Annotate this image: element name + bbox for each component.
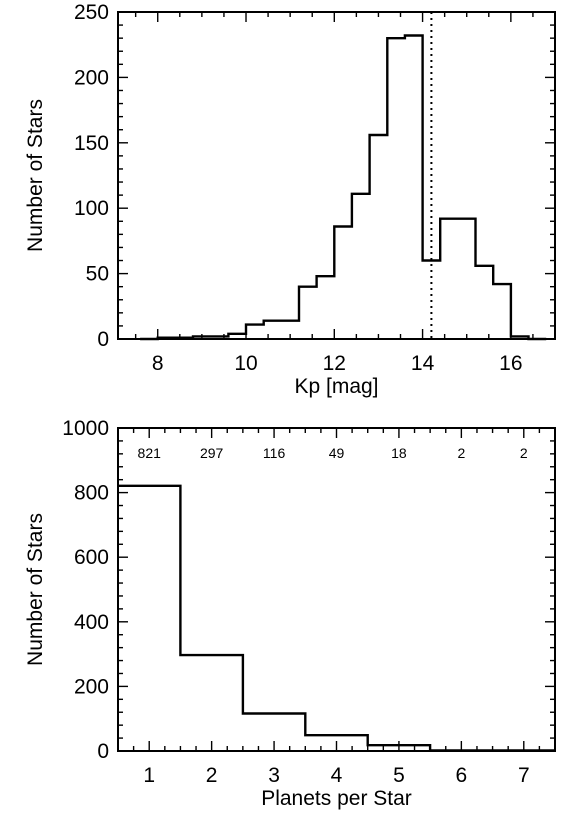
plot-frame <box>117 427 556 752</box>
y-tick-label: 1000 <box>62 417 109 440</box>
y-tick-label: 400 <box>74 611 109 634</box>
bin-count-label: 2 <box>457 445 465 461</box>
planets-per-star-histogram: 0 200 400 600 800 1000 1 2 3 4 5 6 7 Planets per Star… <box>24 417 556 810</box>
x-tick-label: 10 <box>234 352 257 375</box>
bin-count-label: 297 <box>200 445 224 461</box>
y-tick-label: 200 <box>74 675 109 698</box>
y-tick-label: 800 <box>74 482 109 505</box>
y-tick-label: 200 <box>74 66 109 89</box>
x-tick-label: 7 <box>518 764 530 787</box>
y-tick-label: 0 <box>97 328 109 351</box>
histogram-steps <box>140 34 547 341</box>
x-axis-label: Kp [mag] <box>294 375 378 398</box>
y-axis-label: Number of Stars <box>24 513 47 666</box>
x-tick-label: 12 <box>323 352 346 375</box>
kp-magnitude-histogram: 0 50 100 150 200 250 8 10 12 14 16 Kp [mag] Number o… <box>24 1 556 398</box>
bin-count-label: 49 <box>329 445 345 461</box>
plot-frame <box>117 11 556 340</box>
y-tick-label: 100 <box>74 197 109 220</box>
x-tick-label: 3 <box>268 764 280 787</box>
x-tick-label: 14 <box>411 352 435 375</box>
bin-count-label: 18 <box>391 445 407 461</box>
x-tick-label: 16 <box>499 352 522 375</box>
x-tick-label: 6 <box>456 764 468 787</box>
x-tick-label: 8 <box>152 352 164 375</box>
bin-count-label: 821 <box>138 445 162 461</box>
x-tick-label: 5 <box>393 764 405 787</box>
y-tick-label: 0 <box>97 740 109 763</box>
histogram-steps <box>118 484 555 752</box>
y-tick-label: 150 <box>74 132 109 155</box>
y-tick-label: 50 <box>86 263 109 286</box>
bin-count-label: 116 <box>263 445 286 461</box>
x-tick-label: 4 <box>331 764 343 787</box>
y-axis-label: Number of Stars <box>24 99 47 252</box>
x-tick-label: 1 <box>143 764 155 787</box>
y-tick-label: 250 <box>74 1 109 24</box>
x-axis-label: Planets per Star <box>261 787 412 810</box>
y-tick-label: 600 <box>74 546 109 569</box>
bin-count-label: 2 <box>520 445 528 461</box>
x-tick-label: 2 <box>206 764 218 787</box>
